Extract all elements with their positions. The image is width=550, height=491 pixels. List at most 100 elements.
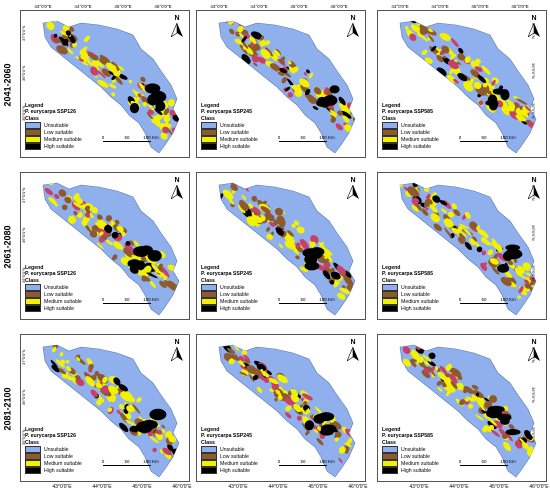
north-label: N — [531, 15, 537, 22]
legend-item: Unsuitable — [25, 284, 82, 292]
legend-item: Low suitable — [201, 453, 258, 461]
legend-swatch — [201, 305, 217, 313]
suitability-map — [218, 20, 356, 154]
scale-bar-line — [279, 465, 327, 466]
scale-bar-line — [103, 303, 151, 304]
scale-bar-line — [103, 465, 151, 466]
legend-swatch — [382, 453, 398, 461]
legend-swatch — [382, 136, 398, 144]
scale-bar-line — [460, 303, 508, 304]
suitability-map — [399, 182, 537, 316]
longitude-label: 43°0'0"E — [409, 484, 429, 490]
scale-bar-label: 50 — [300, 297, 306, 302]
legend-item-label: Medium suitable — [44, 136, 82, 143]
legend-item: Medium suitable — [201, 460, 258, 468]
legend-item: Low suitable — [382, 453, 439, 461]
legend-item-label: High suitable — [220, 305, 250, 312]
scale-bar-label: 50 — [300, 135, 306, 140]
legend-title: Legend — [25, 427, 44, 433]
row-label-2061-2080: 2061-2080 — [0, 172, 16, 322]
scale-bar-line — [103, 141, 151, 142]
legend-title: Legend — [201, 427, 220, 433]
legend-scenario: P. eurycarpa SSP126 — [25, 271, 76, 278]
legend-scenario: P. eurycarpa SSP126 — [25, 433, 76, 440]
legend-swatch — [201, 284, 217, 292]
scale-bar: 0 50 100 Km — [102, 135, 163, 143]
legend-swatch — [382, 291, 398, 299]
legend-swatch — [25, 284, 41, 292]
legend-item: Unsuitable — [382, 446, 439, 454]
scale-bar-line — [279, 303, 327, 304]
suitability-map — [399, 344, 537, 478]
legend-item: Medium suitable — [382, 298, 439, 306]
scale-bar-label: 50 — [124, 297, 130, 302]
map-panel: N Legend P. eurycarpa SSP245 Class Unsuitabl… — [196, 172, 366, 320]
legend-item: Medium suitable — [382, 460, 439, 468]
legend-item: Medium suitable — [25, 298, 82, 306]
latitude-label: 35°0'0"N — [531, 265, 537, 281]
legend-item: Unsuitable — [25, 446, 82, 454]
legend-swatch — [25, 446, 41, 454]
latitude-label: 36°0'0"N — [21, 389, 26, 405]
north-label: N — [174, 15, 180, 22]
longitude-label: 46°0'0"E — [330, 4, 348, 9]
north-label: N — [531, 339, 537, 346]
row-label-2041-2060: 2041-2060 — [0, 10, 16, 160]
legend-item: Medium suitable — [25, 460, 82, 468]
legend-class-label: Class — [201, 277, 215, 284]
legend-title: Legend — [382, 103, 401, 109]
longitude-label: 45°0'0"E — [114, 4, 132, 9]
period-label: 2081-2100 — [3, 387, 14, 431]
legend-title: Legend — [25, 103, 44, 109]
province-outline — [399, 344, 537, 478]
legend-swatch — [25, 298, 41, 306]
suitability-map — [218, 344, 356, 478]
legend-scenario: P. eurycarpa SSP585 — [382, 433, 433, 440]
legend-swatch — [25, 453, 41, 461]
map-legend: Legend P. eurycarpa SSP245 Class Unsuitable… — [201, 427, 258, 475]
map-legend: Legend P. eurycarpa SSP585 Class Unsuitable… — [382, 265, 439, 313]
legend-swatch — [25, 122, 41, 130]
legend-item: Unsuitable — [201, 446, 258, 454]
map-panel: N Legend P. eurycarpa SSP245 Class Unsuitabl… — [196, 334, 366, 482]
latitude-label: 37°0'0"N — [21, 187, 26, 203]
scale-bar-line — [279, 141, 327, 142]
latitude-label: 36°0'0"N — [21, 65, 26, 81]
scale-bar-label: 0 — [458, 459, 462, 464]
suitability-map — [42, 20, 180, 154]
legend-title: Legend — [25, 265, 44, 271]
longitude-label: 45°0'0"E — [290, 4, 308, 9]
legend-item-label: Low suitable — [220, 453, 249, 460]
scale-bar-label: 0 — [277, 459, 281, 464]
legend-title: Legend — [382, 427, 401, 433]
scale-bar-label: 100 Km — [319, 297, 335, 302]
scale-bar-label: 50 — [124, 135, 130, 140]
row-label-2081-2100: 2081-2100 — [0, 334, 16, 484]
legend-swatch — [25, 136, 41, 144]
legend-scenario: P. eurycarpa SSP585 — [382, 271, 433, 278]
legend-swatch — [382, 467, 398, 475]
longitude-label: 45°0'0"E — [308, 484, 328, 490]
scale-bar-label: 50 — [124, 459, 130, 464]
legend-scenario: P. eurycarpa SSP245 — [201, 433, 252, 440]
scale-bar-label: 0 — [101, 459, 105, 464]
north-arrow-icon: N — [345, 339, 361, 361]
map-panel: 43°0'0"E 44°0'0"E 45°0'0"E 46°0'0"E N Legend P… — [196, 4, 366, 158]
legend-swatch — [382, 446, 398, 454]
legend-item: Low suitable — [382, 129, 439, 137]
north-arrow-icon: N — [169, 15, 185, 37]
legend-swatch — [382, 298, 398, 306]
legend-item: High suitable — [25, 305, 82, 313]
legend-swatch — [201, 136, 217, 144]
legend-swatch — [201, 446, 217, 454]
longitude-label: 46°0'0"E — [511, 4, 529, 9]
north-arrow-icon: N — [345, 15, 361, 37]
legend-scenario: P. eurycarpa SSP126 — [25, 109, 76, 116]
legend-item: Medium suitable — [382, 136, 439, 144]
scale-bar-label: 0 — [458, 135, 462, 140]
legend-swatch — [201, 460, 217, 468]
longitude-label: 43°0'0"E — [52, 484, 72, 490]
north-label: N — [350, 15, 356, 22]
